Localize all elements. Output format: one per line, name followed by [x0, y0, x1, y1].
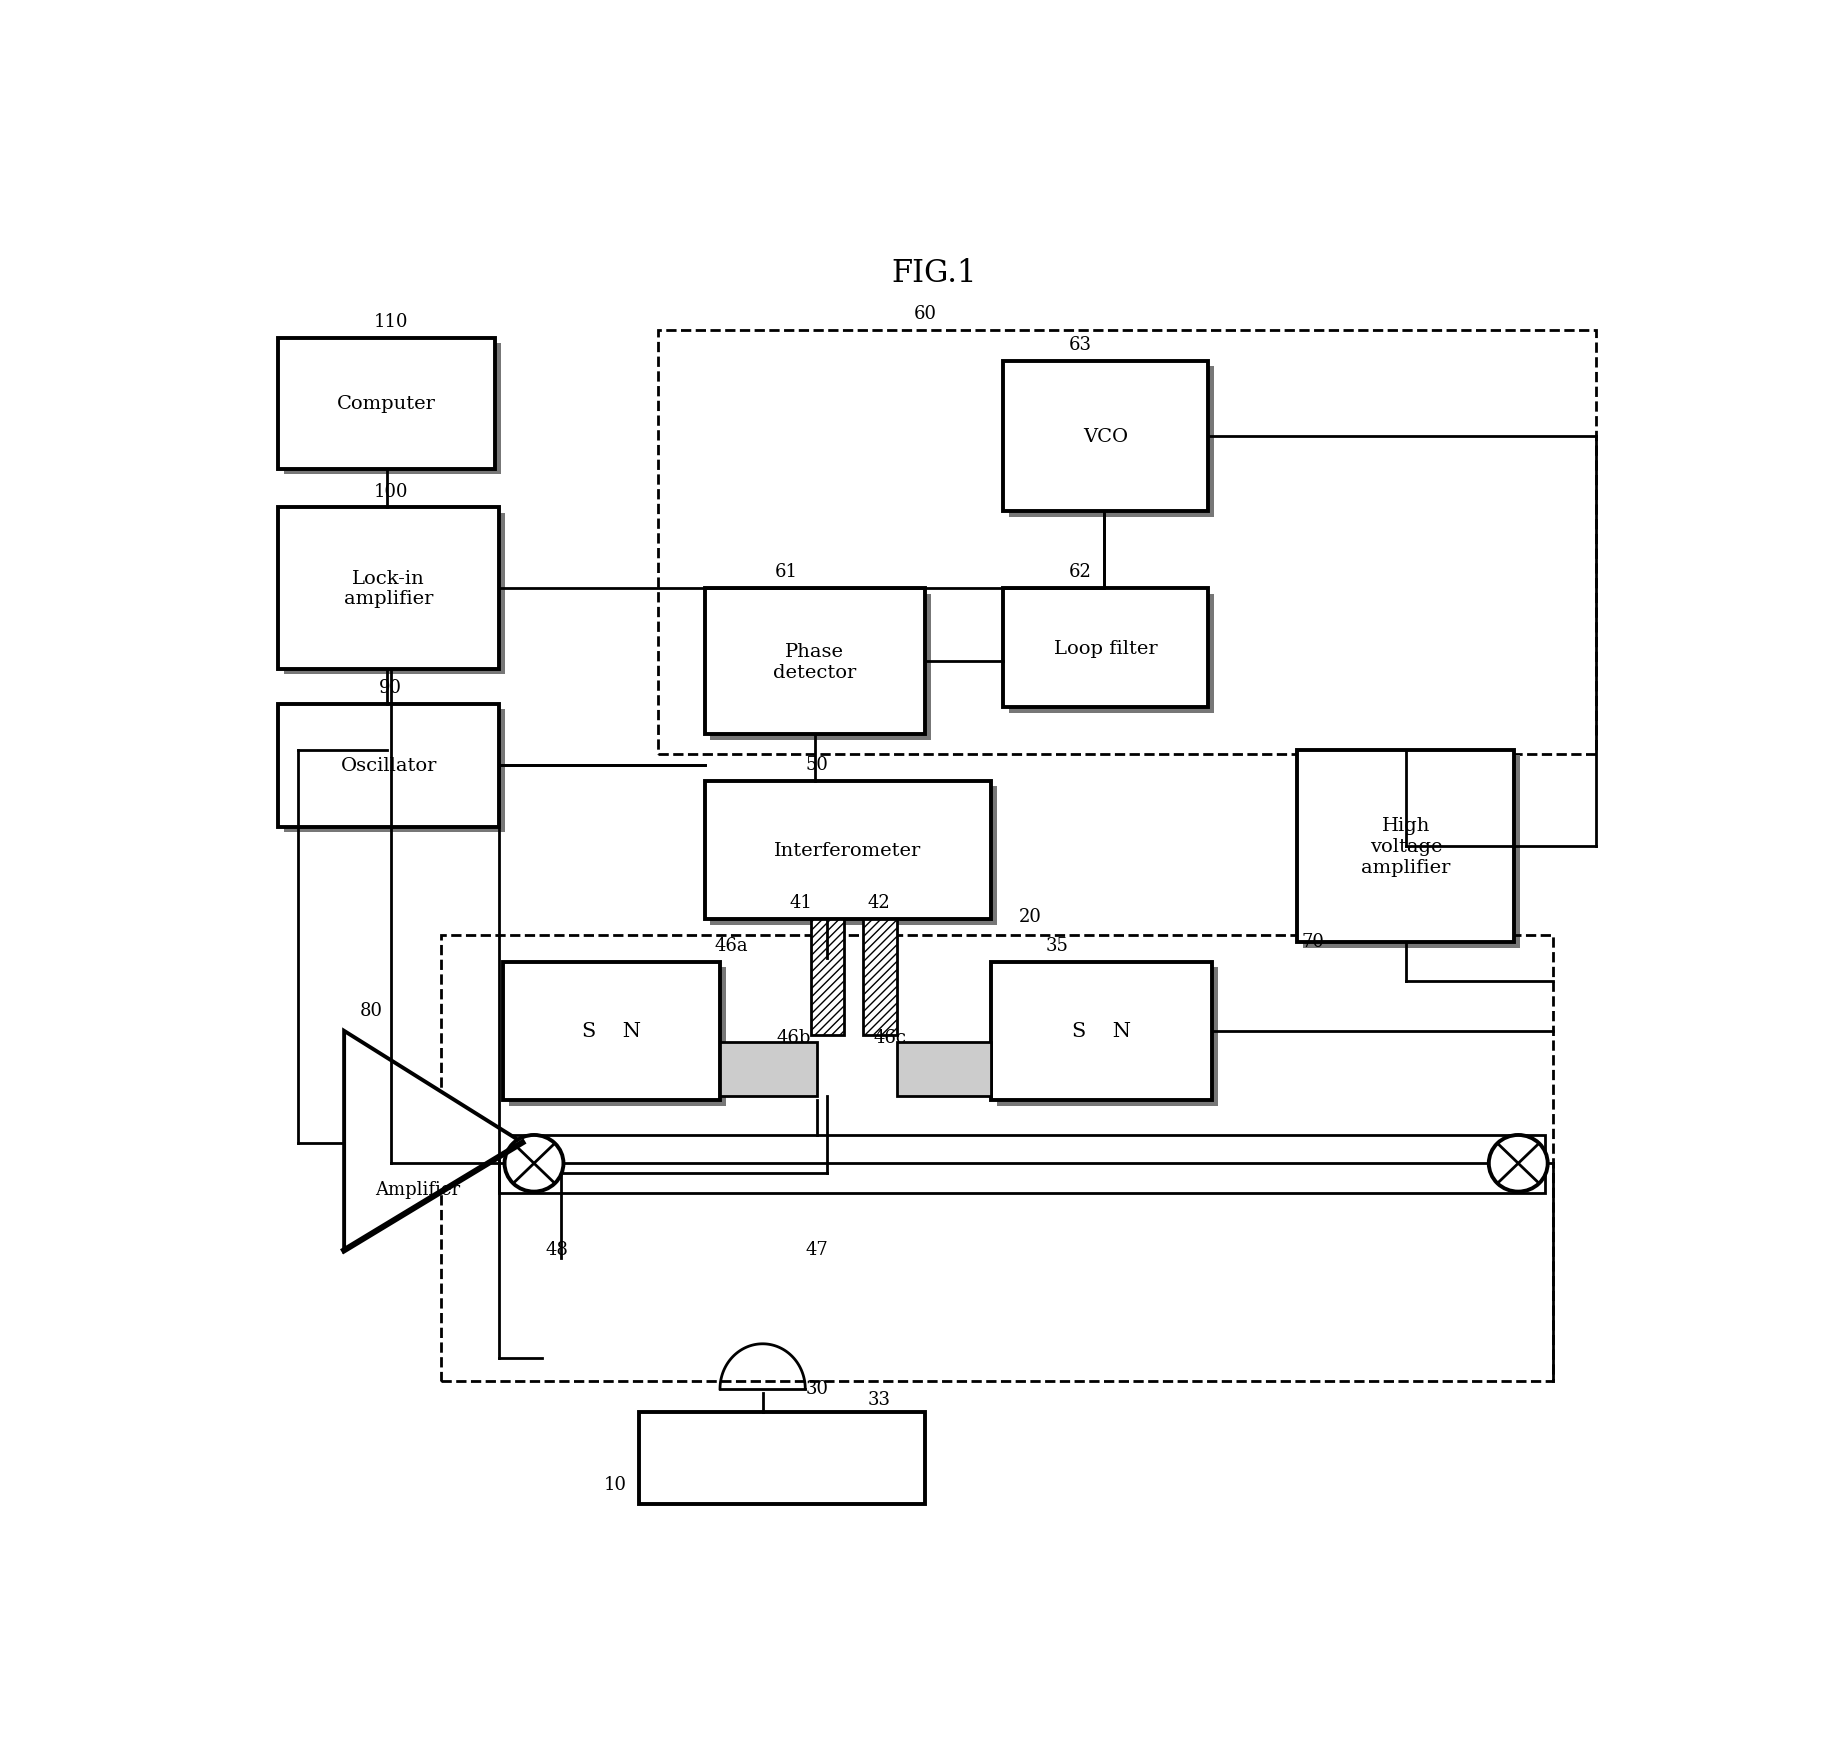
Text: 61: 61	[775, 563, 797, 580]
Bar	[284, 344, 501, 475]
Circle shape	[1489, 1136, 1548, 1192]
Text: 35: 35	[1046, 937, 1068, 954]
Bar	[279, 508, 500, 670]
Text: Computer: Computer	[337, 395, 436, 413]
Bar	[284, 513, 505, 676]
Bar	[279, 339, 496, 469]
Bar	[897, 1043, 992, 1097]
Bar	[1008, 367, 1214, 517]
Text: S    N: S N	[1072, 1021, 1132, 1041]
Bar	[711, 594, 932, 741]
Bar	[503, 961, 720, 1101]
Bar	[704, 781, 992, 919]
Text: 41: 41	[789, 894, 813, 912]
Text: 10: 10	[603, 1475, 627, 1492]
Bar	[638, 1413, 926, 1505]
Text: 70: 70	[1302, 933, 1323, 951]
Bar	[720, 1043, 817, 1097]
Text: Lock-in
amplifier: Lock-in amplifier	[345, 570, 434, 609]
Text: 60: 60	[913, 305, 937, 323]
Bar	[279, 704, 500, 827]
Bar	[1298, 750, 1515, 942]
Bar	[864, 919, 897, 1035]
Text: 110: 110	[374, 312, 408, 332]
Bar	[441, 935, 1553, 1381]
Bar	[711, 787, 997, 924]
Text: 47: 47	[806, 1240, 828, 1258]
Text: 50: 50	[806, 755, 828, 773]
Text: 100: 100	[374, 482, 408, 501]
Text: 48: 48	[545, 1240, 569, 1258]
Text: FIG.1: FIG.1	[891, 258, 977, 289]
Text: 20: 20	[1019, 908, 1041, 926]
Bar	[704, 589, 926, 736]
Text: Loop filter: Loop filter	[1054, 639, 1158, 658]
Text: Phase
detector: Phase detector	[773, 642, 857, 681]
Text: 46a: 46a	[715, 937, 749, 954]
Text: Interferometer: Interferometer	[775, 841, 921, 859]
Bar	[1008, 594, 1214, 713]
Bar	[1003, 589, 1209, 707]
Bar	[509, 967, 726, 1106]
Polygon shape	[345, 1032, 523, 1251]
Circle shape	[505, 1136, 563, 1192]
Text: 63: 63	[1068, 337, 1092, 355]
Text: 62: 62	[1068, 563, 1092, 580]
Bar	[992, 961, 1212, 1101]
Text: 46b: 46b	[777, 1028, 811, 1046]
Text: 46c: 46c	[873, 1028, 908, 1046]
Bar	[284, 709, 505, 833]
Text: 42: 42	[868, 894, 890, 912]
Text: VCO: VCO	[1083, 429, 1128, 446]
Text: Amplifier: Amplifier	[376, 1180, 461, 1198]
Bar	[1003, 362, 1209, 512]
Text: Oscillator: Oscillator	[341, 757, 438, 774]
Text: 33: 33	[868, 1390, 890, 1408]
Bar	[500, 1136, 1546, 1192]
Bar	[811, 919, 844, 1035]
Bar	[997, 967, 1218, 1106]
Text: S    N: S N	[582, 1021, 642, 1041]
Text: 80: 80	[359, 1002, 383, 1020]
Text: 90: 90	[379, 679, 403, 697]
Text: High
voltage
amplifier: High voltage amplifier	[1362, 817, 1451, 877]
Text: 30: 30	[806, 1379, 828, 1397]
Bar	[1303, 755, 1520, 949]
Bar	[658, 332, 1595, 755]
